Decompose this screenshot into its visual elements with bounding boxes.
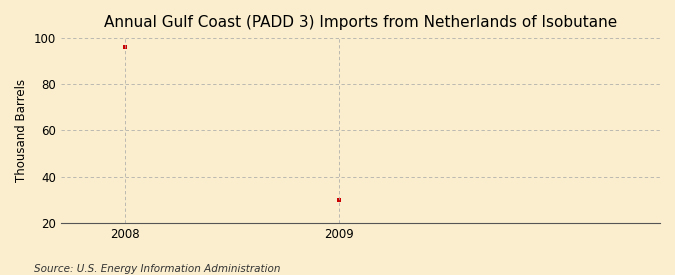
Y-axis label: Thousand Barrels: Thousand Barrels (15, 79, 28, 182)
Text: Source: U.S. Energy Information Administration: Source: U.S. Energy Information Administ… (34, 264, 280, 274)
Title: Annual Gulf Coast (PADD 3) Imports from Netherlands of Isobutane: Annual Gulf Coast (PADD 3) Imports from … (104, 15, 617, 30)
